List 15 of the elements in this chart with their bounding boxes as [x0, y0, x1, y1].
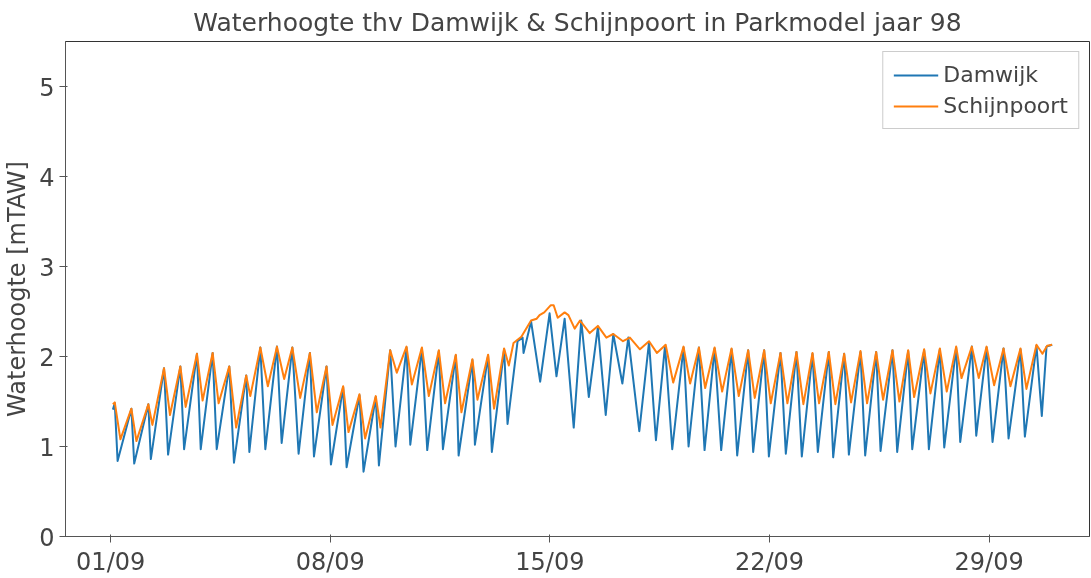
y-tick-label: 0 [39, 523, 55, 552]
chart-title: Waterhoogte thv Damwijk & Schijnpoort in Parkmodel jaar 98 [193, 7, 962, 37]
legend-label: Damwijk [943, 62, 1039, 87]
x-tick-label: 01/09 [76, 547, 146, 576]
y-axis-title: Waterhoogte [mTAW] [3, 161, 32, 417]
y-tick-label: 3 [39, 253, 55, 282]
x-tick-label: 22/09 [734, 547, 805, 576]
x-tick-label: 15/09 [515, 547, 585, 576]
x-tick-label: 29/09 [954, 547, 1024, 576]
y-tick-label: 1 [39, 433, 55, 462]
y-tick-label: 5 [39, 73, 55, 102]
legend-label: Schijnpoort [943, 93, 1068, 118]
y-tick-label: 4 [39, 163, 55, 192]
x-tick-label: 08/09 [295, 547, 365, 576]
y-tick-label: 2 [39, 343, 55, 372]
